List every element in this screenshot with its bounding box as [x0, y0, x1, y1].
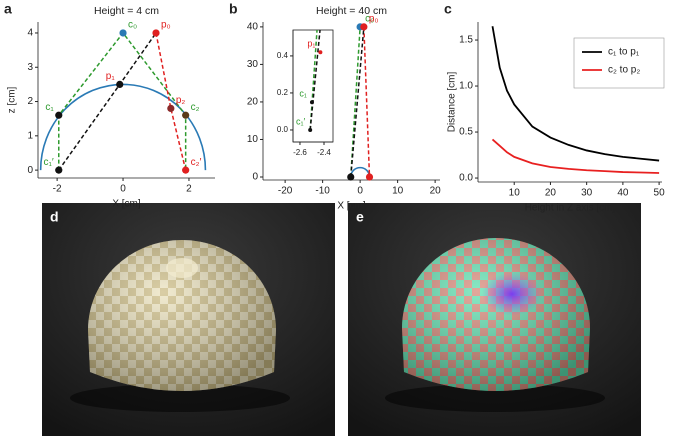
- x-axis-label: X [cm]: [112, 199, 141, 210]
- point-label: c₁: [299, 89, 307, 99]
- panel-label: e: [356, 209, 364, 225]
- series-line: [491, 138, 660, 174]
- x-tick-label: -2: [53, 184, 62, 195]
- point-label: c₂: [191, 102, 200, 113]
- panel-label: b: [229, 1, 238, 17]
- point-label: c₁′: [44, 157, 54, 168]
- point-label: p₀: [161, 20, 171, 31]
- point-label: c₀: [128, 20, 137, 31]
- x-tick-label: 0: [120, 184, 126, 195]
- x-tick-label: 0: [357, 186, 363, 197]
- plot: -2 0 2 0 1 2 3 4 Height = 4 cm X [cm] z [cm] a c₀ p₀ p…: [4, 1, 215, 210]
- y-tick-label: 0.5: [459, 127, 473, 138]
- y-axis-label: z [cm]: [7, 86, 18, 113]
- y-tick-label: 4: [27, 28, 33, 39]
- dashed-line: [155, 32, 187, 171]
- x-tick-label: 2: [186, 184, 192, 195]
- x-tick-label: 10: [509, 188, 521, 199]
- x-tick-label: -2.4: [317, 148, 331, 157]
- x-tick-label: 20: [430, 186, 442, 197]
- dashed-line: [363, 26, 371, 178]
- plot: -20 -10 0 10 20 0 10 20 30 40 Height = 40 cm X [cm]…: [229, 1, 441, 212]
- legend-label: c₂ to p₂: [608, 65, 640, 76]
- legend-box: [573, 37, 665, 89]
- point-label: p₂: [176, 95, 186, 106]
- photo-d: [42, 203, 335, 436]
- y-tick-label: 0.4: [277, 51, 289, 60]
- point-label: c₀: [365, 14, 374, 25]
- point: [167, 104, 175, 112]
- point: [182, 166, 190, 174]
- point: [152, 29, 160, 37]
- point-label: c₂′: [191, 157, 202, 168]
- dashed-line: [350, 26, 365, 178]
- dashed-line: [309, 29, 321, 131]
- point: [119, 29, 127, 37]
- point: [309, 100, 314, 105]
- point-label: c₁: [45, 102, 54, 113]
- y-tick-label: 0.0: [459, 173, 473, 184]
- photo-e: [348, 203, 641, 436]
- y-tick-label: 0.0: [277, 125, 289, 134]
- x-tick-label: 40: [617, 188, 629, 199]
- point: [116, 80, 124, 88]
- y-tick-label: 20: [247, 97, 259, 108]
- point: [318, 50, 323, 55]
- y-tick-label: 30: [247, 59, 259, 70]
- point-label: c₁′: [296, 116, 306, 126]
- x-tick-label: 20: [545, 188, 557, 199]
- x-tick-label: -10: [315, 186, 330, 197]
- legend-label: c₁ to p₁: [608, 47, 640, 58]
- panel-label: a: [4, 1, 12, 17]
- y-axis-label: Distance [cm]: [447, 71, 458, 132]
- point: [347, 173, 355, 181]
- y-tick-label: 3: [27, 62, 33, 73]
- point: [55, 166, 63, 174]
- x-tick-label: -2.6: [293, 148, 307, 157]
- y-tick-label: 40: [247, 22, 259, 33]
- point: [55, 111, 63, 119]
- x-tick-label: 10: [392, 186, 404, 197]
- point-label: p₁: [106, 71, 116, 82]
- x-tick-label: 30: [581, 188, 593, 199]
- y-tick-label: 0: [252, 172, 258, 183]
- point: [182, 111, 190, 119]
- point-label: p₀: [369, 14, 379, 25]
- plot-title: Height = 4 cm: [94, 5, 159, 17]
- dashed-line: [58, 31, 187, 171]
- point: [365, 173, 374, 181]
- plot: -2.6 -2.4 0.0 0.2 0.4 c₁ c₁′ p₁: [277, 29, 334, 157]
- plot: 10 20 30 40 50 0.0 0.5 1.0 1.5 Height in Z axis […: [444, 1, 665, 214]
- y-tick-label: 1.5: [459, 35, 473, 46]
- plot-title: Height = 40 cm: [316, 5, 387, 17]
- x-axis-label: Height in Z axis [cm]: [525, 203, 616, 214]
- y-tick-label: 0.2: [277, 88, 289, 97]
- y-tick-label: 1.0: [459, 81, 473, 92]
- series-line: [491, 26, 660, 162]
- x-axis-label: X [cm]: [337, 201, 366, 212]
- dashed-line: [350, 26, 361, 178]
- panel-label: c: [444, 1, 452, 17]
- x-tick-label: 50: [654, 188, 666, 199]
- plot-frame: [292, 29, 334, 143]
- y-tick-label: 0: [27, 165, 33, 176]
- y-tick-label: 10: [247, 134, 259, 145]
- x-tick-label: -20: [278, 186, 293, 197]
- panel-label: d: [50, 209, 59, 225]
- point: [360, 23, 368, 31]
- point: [308, 127, 313, 132]
- point-label: p₁: [307, 39, 315, 49]
- y-tick-label: 2: [27, 96, 33, 107]
- y-tick-label: 1: [27, 130, 33, 141]
